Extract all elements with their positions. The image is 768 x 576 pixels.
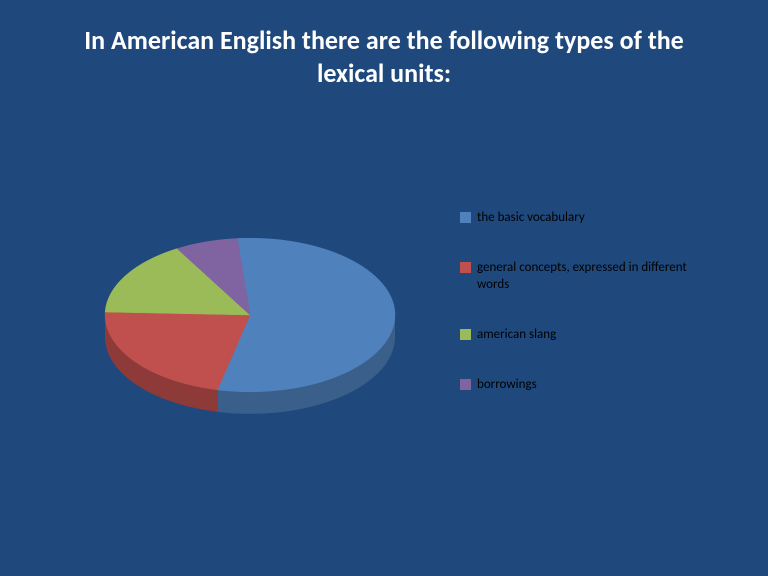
legend-swatch [460,329,471,340]
legend-label: the basic vocabulary [477,210,585,226]
legend-swatch [460,379,471,390]
page-title: In American English there are the follow… [50,24,718,89]
legend-swatch [460,212,471,223]
legend-label: general concepts, expressed in different… [477,260,720,293]
legend-label: american slang [477,327,556,343]
legend-item: the basic vocabulary [460,210,720,226]
legend-swatch [460,262,471,273]
legend-item: general concepts, expressed in different… [460,260,720,293]
legend-label: borrowings [477,377,537,393]
chart-legend: the basic vocabulary general concepts, ex… [460,210,720,427]
slide-background: In American English there are the follow… [0,0,768,576]
legend-item: american slang [460,327,720,343]
pie-chart [90,210,410,440]
legend-item: borrowings [460,377,720,393]
